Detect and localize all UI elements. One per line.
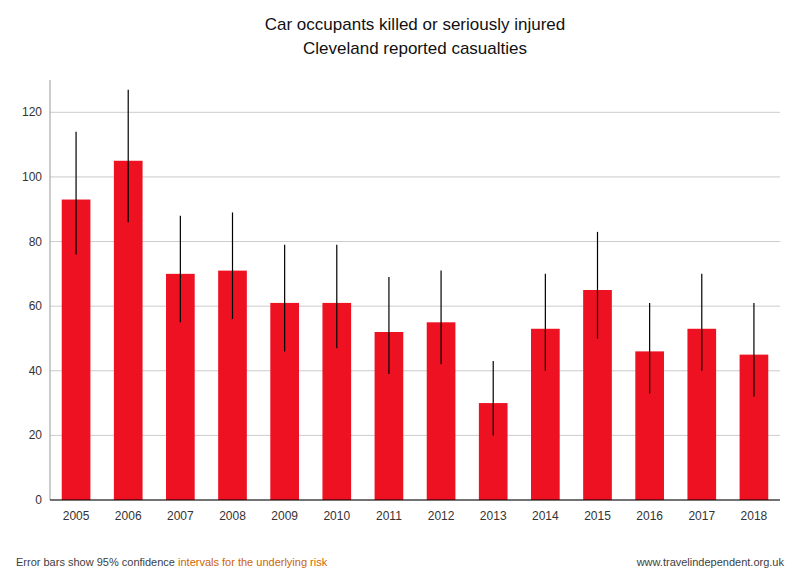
- x-tick-label: 2017: [688, 509, 715, 523]
- plot-area: [62, 90, 769, 500]
- x-tick-label: 2007: [167, 509, 194, 523]
- x-axis-line: [50, 500, 780, 501]
- x-tick-label: 2018: [741, 509, 768, 523]
- x-tick-label: 2009: [271, 509, 298, 523]
- error-bar: [336, 245, 337, 348]
- error-bar: [597, 232, 598, 339]
- y-axis-line: [50, 80, 51, 500]
- y-tick-label: 80: [29, 235, 43, 249]
- y-tick-label: 0: [35, 493, 42, 507]
- x-tick-label: 2015: [584, 509, 611, 523]
- footer-highlight: intervals for the underlying risk: [178, 556, 328, 568]
- grid-line: [50, 370, 780, 371]
- grid-line: [50, 176, 780, 177]
- error-bar: [128, 90, 129, 222]
- x-tick-label: 2011: [376, 509, 402, 523]
- grid-line: [50, 306, 780, 307]
- error-bar: [75, 132, 76, 255]
- grid-line: [50, 435, 780, 436]
- x-tick-label: 2016: [636, 509, 663, 523]
- error-bar: [284, 245, 285, 352]
- error-bar: [649, 303, 650, 393]
- title: Car occupants killed or seriously injure…: [265, 15, 565, 34]
- error-bar: [701, 274, 702, 371]
- x-tick-label: 2012: [428, 509, 455, 523]
- x-tick-label: 2010: [323, 509, 350, 523]
- y-tick-label: 100: [22, 170, 42, 184]
- y-tick-label: 40: [29, 364, 43, 378]
- error-bar: [180, 216, 181, 323]
- x-tick-label: 2008: [219, 509, 246, 523]
- error-bar: [232, 212, 233, 319]
- x-tick-label: 2005: [63, 509, 90, 523]
- grid-line: [50, 241, 780, 242]
- grid-line: [50, 500, 780, 501]
- error-bar: [545, 274, 546, 371]
- y-tick-label: 20: [29, 428, 43, 442]
- error-bar: [493, 361, 494, 435]
- footer-text: Error bars show 95% confidence: [16, 556, 178, 568]
- error-bar: [440, 271, 441, 365]
- subtitle: Cleveland reported casualties: [303, 39, 527, 58]
- x-tick-label: 2013: [480, 509, 507, 523]
- footer-right: www.travelindependent.org.uk: [636, 556, 785, 568]
- footer-left: Error bars show 95% confidence intervals…: [16, 556, 328, 568]
- error-bar: [388, 277, 389, 374]
- y-tick-label: 60: [29, 299, 43, 313]
- x-tick-label: 2006: [115, 509, 142, 523]
- grid-line: [50, 112, 780, 113]
- x-tick-label: 2014: [532, 509, 559, 523]
- y-tick-label: 120: [22, 105, 42, 119]
- chart-svg: Car occupants killed or seriously injure…: [0, 0, 800, 580]
- chart-container: Car occupants killed or seriously injure…: [0, 0, 800, 580]
- error-bar: [753, 303, 754, 397]
